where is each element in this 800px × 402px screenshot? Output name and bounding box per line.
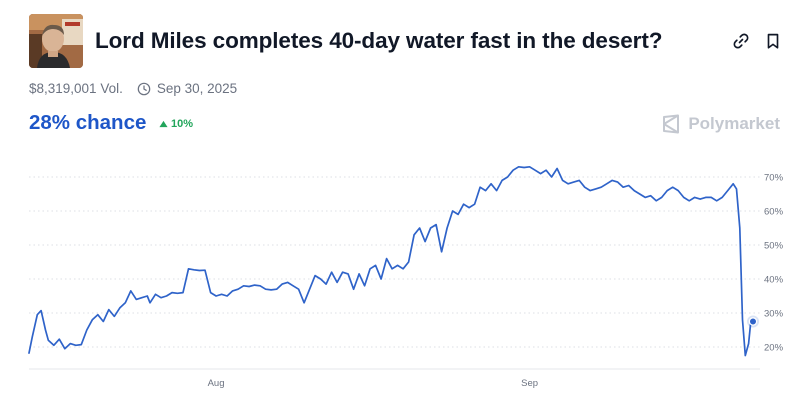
y-tick-label: 20% (764, 343, 784, 354)
market-thumbnail-image[interactable] (29, 14, 83, 68)
y-tick-label: 30% (764, 309, 784, 320)
x-tick-label: Sep (521, 378, 538, 389)
y-tick-label: 50% (764, 241, 784, 252)
clock-icon (137, 82, 151, 95)
chance-value: 28% chance (29, 111, 147, 134)
polymarket-logo-icon (663, 114, 680, 134)
y-tick-label: 60% (764, 207, 784, 218)
price-line (28, 165, 754, 357)
market-title: Lord Miles completes 40-day water fast i… (95, 28, 663, 53)
link-icon[interactable] (732, 32, 750, 50)
bookmark-icon[interactable] (764, 32, 782, 50)
latest-point[interactable] (748, 317, 758, 326)
change-value: 10% (171, 118, 194, 130)
market-meta: $8,319,001 Vol. Sep 30, 2025 (29, 81, 237, 96)
triangle-up-icon (159, 120, 168, 128)
polymarket-brand[interactable]: Polymarket (661, 114, 780, 134)
end-date-text: Sep 30, 2025 (156, 81, 238, 96)
y-tick-label: 70% (764, 173, 784, 184)
x-tick-label: Aug (208, 378, 225, 389)
market-header: Lord Miles completes 40-day water fast i… (29, 14, 782, 70)
latest-point-halo (747, 315, 759, 328)
y-tick-label: 40% (764, 275, 784, 286)
change-badge: 10% (159, 118, 193, 130)
volume-text: $8,319,001 Vol. (29, 81, 123, 96)
brand-name: Polymarket (688, 114, 780, 133)
